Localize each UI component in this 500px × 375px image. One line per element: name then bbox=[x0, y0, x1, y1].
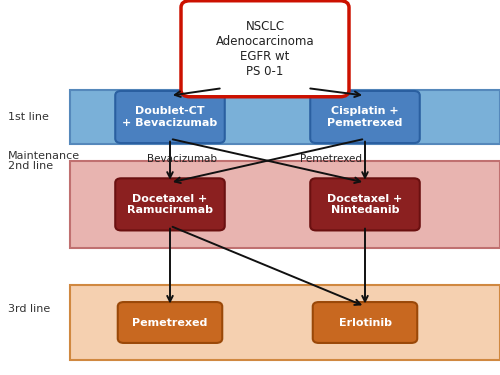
Text: 1st line: 1st line bbox=[8, 112, 48, 122]
Text: NSCLC
Adenocarcinoma
EGFR wt
PS 0-1: NSCLC Adenocarcinoma EGFR wt PS 0-1 bbox=[216, 20, 314, 78]
FancyBboxPatch shape bbox=[115, 91, 225, 143]
Text: Pemetrexed: Pemetrexed bbox=[132, 318, 208, 327]
FancyBboxPatch shape bbox=[313, 302, 417, 343]
FancyBboxPatch shape bbox=[310, 178, 420, 230]
Text: 2nd line: 2nd line bbox=[8, 161, 52, 171]
Text: Docetaxel +
Ramucirumab: Docetaxel + Ramucirumab bbox=[127, 194, 213, 215]
Text: 3rd line: 3rd line bbox=[8, 304, 50, 314]
Text: Cisplatin +
Pemetrexed: Cisplatin + Pemetrexed bbox=[328, 106, 402, 128]
FancyBboxPatch shape bbox=[118, 302, 222, 343]
FancyBboxPatch shape bbox=[70, 161, 500, 248]
Text: Bevacizumab: Bevacizumab bbox=[148, 154, 218, 164]
Text: Doublet-CT
+ Bevacizumab: Doublet-CT + Bevacizumab bbox=[122, 106, 218, 128]
FancyBboxPatch shape bbox=[70, 285, 500, 360]
FancyBboxPatch shape bbox=[181, 1, 349, 97]
Text: Maintenance: Maintenance bbox=[8, 151, 80, 160]
FancyBboxPatch shape bbox=[70, 90, 500, 144]
FancyBboxPatch shape bbox=[310, 91, 420, 143]
Text: Erlotinib: Erlotinib bbox=[338, 318, 392, 327]
Text: Docetaxel +
Nintedanib: Docetaxel + Nintedanib bbox=[328, 194, 402, 215]
Text: Pemetrexed: Pemetrexed bbox=[300, 154, 362, 164]
FancyBboxPatch shape bbox=[115, 178, 225, 230]
